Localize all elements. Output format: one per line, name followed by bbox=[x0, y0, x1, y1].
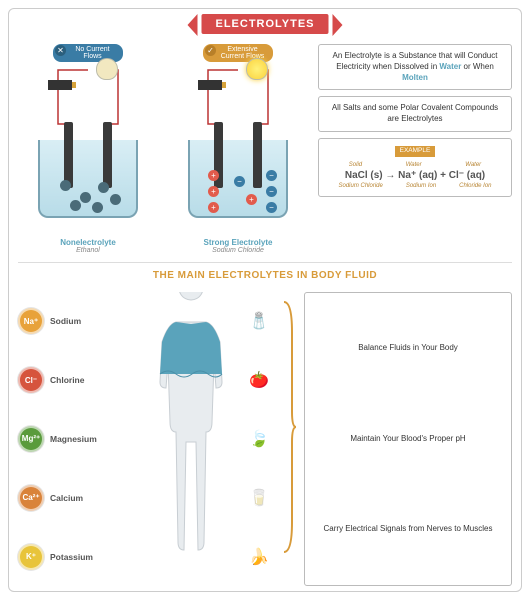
ion-name: Sodium bbox=[50, 316, 81, 326]
food-sources: 🧂 🍅 🍃 🥛 🍌 bbox=[244, 292, 274, 586]
function-ph: Maintain Your Blood's Proper pH bbox=[313, 434, 503, 444]
ion-badge: Cl⁻ bbox=[18, 367, 44, 393]
ion-name: Potassium bbox=[50, 552, 93, 562]
human-body bbox=[146, 292, 236, 586]
ion-list: Na⁺ Sodium Cl⁻ Chlorine Mg²⁺ Magnesium C… bbox=[18, 292, 138, 586]
ion-row: Mg²⁺ Magnesium bbox=[18, 426, 138, 452]
ion-badge: Mg²⁺ bbox=[18, 426, 44, 452]
ion-name: Calcium bbox=[50, 493, 83, 503]
def-hl-water: Water bbox=[439, 62, 461, 71]
top-section: ✕No Current Flows NonelectrolyteEthanol … bbox=[18, 44, 512, 254]
example-label: EXAMPLE bbox=[395, 146, 436, 157]
circuit-nonelectrolyte: ✕No Current Flows NonelectrolyteEthanol bbox=[18, 44, 158, 254]
example-top-labels: Solid Water Water bbox=[327, 161, 503, 169]
ion-name: Magnesium bbox=[50, 434, 97, 444]
food-icon: 🍅 bbox=[249, 370, 269, 390]
ion-badge: Na⁺ bbox=[18, 308, 44, 334]
electrode-right bbox=[253, 122, 262, 188]
circuit-caption: NonelectrolyteEthanol bbox=[18, 238, 158, 254]
ion-badge: K⁺ bbox=[18, 544, 44, 570]
salts-box: All Salts and some Polar Covalent Compou… bbox=[318, 96, 512, 132]
title-ribbon: ELECTROLYTES bbox=[202, 14, 329, 34]
ion-row: Ca²⁺ Calcium bbox=[18, 485, 138, 511]
food-icon: 🧂 bbox=[249, 311, 269, 331]
example-bottom-labels: Sodium Chloride Sodium Ion Chloride Ion bbox=[327, 182, 503, 190]
example-box: EXAMPLE Solid Water Water NaCl (s) → Na⁺… bbox=[318, 138, 512, 197]
function-signals: Carry Electrical Signals from Nerves to … bbox=[313, 524, 503, 534]
battery-icon bbox=[48, 80, 72, 90]
electrode-right bbox=[103, 122, 112, 188]
bottom-section: Na⁺ Sodium Cl⁻ Chlorine Mg²⁺ Magnesium C… bbox=[18, 292, 512, 586]
function-balance: Balance Fluids in Your Body bbox=[313, 343, 503, 353]
equation: NaCl (s) → Na⁺ (aq) + Cl⁻ (aq) bbox=[327, 169, 503, 183]
bulb-icon bbox=[96, 58, 118, 80]
def-text-2: or When bbox=[461, 62, 493, 71]
def-hl-molten: Molten bbox=[402, 73, 428, 82]
food-icon: 🥛 bbox=[249, 488, 269, 508]
body-silhouette-icon bbox=[146, 292, 236, 562]
battery-icon bbox=[198, 80, 222, 90]
food-icon: 🍃 bbox=[249, 429, 269, 449]
ion-name: Chlorine bbox=[50, 375, 84, 385]
electrode-left bbox=[64, 122, 73, 188]
beaker bbox=[38, 140, 138, 218]
brace bbox=[282, 292, 296, 586]
food-icon: 🍌 bbox=[249, 547, 269, 567]
circuit-strong-electrolyte: ✓Extensive Current Flows +−+−+−−+ Strong… bbox=[168, 44, 308, 254]
functions-box: Balance Fluids in Your Body Maintain You… bbox=[304, 292, 512, 586]
definition-box: An Electrolyte is a Substance that will … bbox=[318, 44, 512, 90]
divider bbox=[18, 262, 512, 263]
brace-icon bbox=[282, 292, 296, 562]
ion-row: K⁺ Potassium bbox=[18, 544, 138, 570]
circuit-caption: Strong ElectrolyteSodium Chloride bbox=[168, 238, 308, 254]
ion-row: Na⁺ Sodium bbox=[18, 308, 138, 334]
beaker: +−+−+−−+ bbox=[188, 140, 288, 218]
subtitle: THE MAIN ELECTROLYTES IN BODY FLUID bbox=[0, 270, 530, 281]
ion-row: Cl⁻ Chlorine bbox=[18, 367, 138, 393]
bulb-icon bbox=[246, 58, 268, 80]
ion-badge: Ca²⁺ bbox=[18, 485, 44, 511]
info-column: An Electrolyte is a Substance that will … bbox=[318, 44, 512, 254]
